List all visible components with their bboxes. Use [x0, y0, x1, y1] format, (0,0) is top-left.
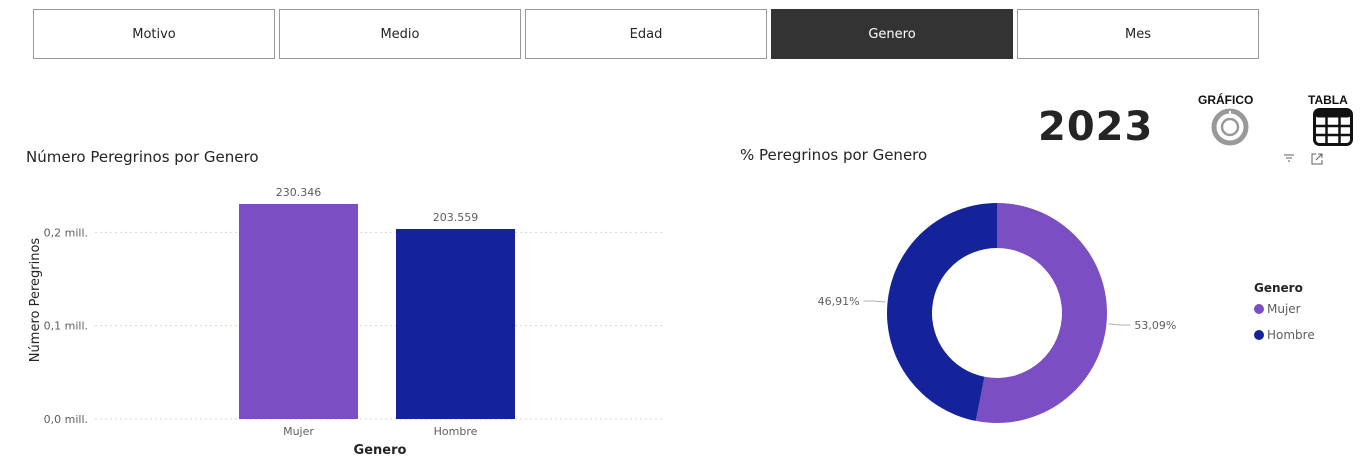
- tab-motivo[interactable]: Motivo: [33, 9, 275, 59]
- donut-leader-line: [863, 300, 886, 303]
- bar-chart-yaxis-label: Número Peregrinos: [28, 238, 43, 363]
- legend-dot-mujer: [1254, 304, 1264, 314]
- legend-label-mujer: Mujer: [1267, 302, 1301, 316]
- focus-mode-icon[interactable]: [1310, 152, 1324, 166]
- year-label: 2023: [1038, 104, 1154, 150]
- donut-chart: 53,09% 46,91%: [818, 203, 1176, 423]
- tab-edad[interactable]: Edad: [525, 9, 767, 59]
- table-icon[interactable]: [1313, 108, 1353, 146]
- bar-category-label: Hombre: [434, 425, 478, 438]
- donut-chart-icon[interactable]: [1210, 107, 1250, 147]
- bar-hombre[interactable]: [396, 229, 515, 419]
- bar-category-label: Mujer: [283, 425, 314, 438]
- table-view-label[interactable]: TABLA: [1308, 93, 1348, 107]
- donut-chart-title: % Peregrinos por Genero: [740, 146, 928, 164]
- category-tabs: Motivo Medio Edad Genero Mes: [33, 9, 1263, 61]
- legend-label-hombre: Hombre: [1267, 328, 1315, 342]
- bar-chart-ytick-label: 0,0 mill.: [44, 413, 88, 426]
- donut-value-label: 53,09%: [1134, 319, 1176, 332]
- filter-icon[interactable]: [1283, 152, 1295, 164]
- bar-chart: 0,0 mill. 0,1 mill. 0,2 mill. 230.346 203.5…: [28, 186, 662, 458]
- legend-item-hombre[interactable]: Hombre: [1254, 328, 1315, 342]
- donut-value-label: 46,91%: [818, 295, 860, 308]
- bar-value-label: 230.346: [276, 186, 322, 199]
- donut-slice-hombre[interactable]: [887, 203, 997, 421]
- tab-genero[interactable]: Genero: [771, 9, 1013, 59]
- bar-value-label: 203.559: [433, 211, 479, 224]
- bar-mujer[interactable]: [239, 204, 358, 419]
- donut-slice-mujer[interactable]: [975, 203, 1107, 423]
- bar-chart-ytick-label: 0,1 mill.: [44, 320, 88, 333]
- legend-item-mujer[interactable]: Mujer: [1254, 302, 1301, 316]
- bar-chart-xaxis-label: Genero: [354, 443, 407, 458]
- chart-view-label[interactable]: GRÁFICO: [1198, 93, 1254, 107]
- legend-title: Genero: [1254, 281, 1303, 295]
- donut-leader-line: [1108, 323, 1131, 326]
- legend-dot-hombre: [1254, 330, 1264, 340]
- tab-medio[interactable]: Medio: [279, 9, 521, 59]
- bar-chart-ytick-label: 0,2 mill.: [44, 226, 88, 239]
- bar-chart-title: Número Peregrinos por Genero: [26, 148, 259, 166]
- tab-mes[interactable]: Mes: [1017, 9, 1259, 59]
